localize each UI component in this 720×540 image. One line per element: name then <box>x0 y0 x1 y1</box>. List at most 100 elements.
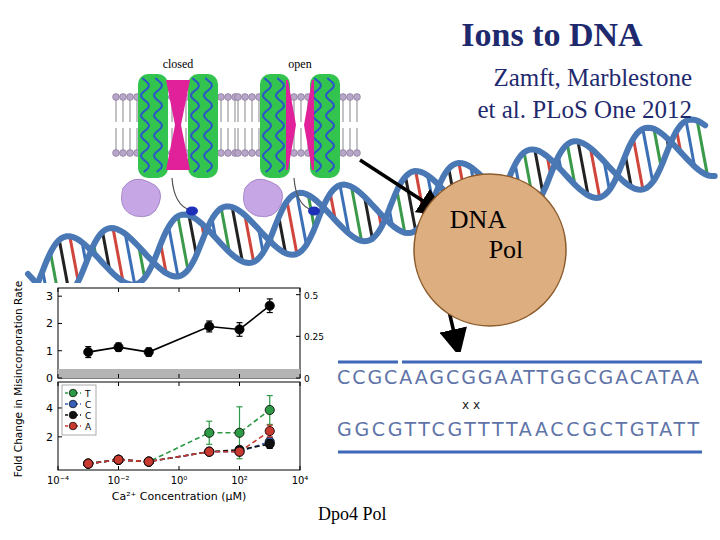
lipid-head <box>235 94 242 101</box>
lipid-head <box>347 94 354 101</box>
lipid-head <box>120 94 127 101</box>
y-tick <box>58 378 62 379</box>
channel-label: open <box>288 57 311 71</box>
y-tick <box>58 323 62 324</box>
data-point <box>144 347 153 356</box>
lipid-head <box>354 94 361 101</box>
x-tick <box>179 466 180 470</box>
background <box>0 0 720 540</box>
data-point <box>114 455 123 464</box>
helix <box>154 78 162 172</box>
data-layer <box>84 299 275 358</box>
y-tick-label: 0 <box>46 372 53 385</box>
axis-break-band <box>58 369 300 378</box>
sensor-domain <box>244 179 283 217</box>
lipid-tail <box>258 128 259 150</box>
y-tick <box>58 350 62 351</box>
x-tick <box>179 374 180 378</box>
base-pair <box>535 150 543 194</box>
error-cap <box>267 424 273 425</box>
channel-subunit <box>138 74 168 178</box>
lipid-tail <box>356 100 357 122</box>
channel-label: closed <box>163 57 194 71</box>
data-point <box>265 426 274 435</box>
x-tick-label: 10⁰ <box>171 475 188 486</box>
y2-tick <box>296 378 300 379</box>
x-tick <box>239 382 240 386</box>
lipid-tail <box>227 100 228 122</box>
lipid-head <box>298 150 305 157</box>
y-tick <box>58 436 62 437</box>
data-point <box>84 459 93 468</box>
lipid-head <box>127 94 134 101</box>
slide-title: Ions to DNA <box>461 16 643 53</box>
lipid-tail <box>342 100 343 122</box>
x-tick-label: 10⁴ <box>292 475 309 486</box>
data-point <box>205 447 214 456</box>
channel-subunit <box>260 74 290 178</box>
plot-frame <box>58 382 300 470</box>
series-line <box>88 444 270 464</box>
legend-box <box>62 385 96 435</box>
x-tick <box>118 466 119 470</box>
dna-backbone <box>32 128 715 295</box>
lipid-head <box>113 94 120 101</box>
lipid-head <box>218 150 225 157</box>
data-point <box>84 347 93 356</box>
legend-marker <box>69 422 77 430</box>
legend-marker <box>69 400 77 408</box>
data-point <box>235 447 244 456</box>
lipid-head <box>242 150 249 157</box>
arrow <box>360 160 440 212</box>
error-cap <box>85 357 91 358</box>
lipid-tail <box>129 128 130 150</box>
enzyme-label: DNA <box>450 205 507 234</box>
lipid-tail <box>234 128 235 150</box>
sequence-background <box>332 352 712 462</box>
lipid-tail <box>122 128 123 150</box>
pore-lining <box>286 80 296 170</box>
lipid-tail <box>185 128 186 150</box>
linker <box>172 178 190 210</box>
error-cap <box>206 421 212 422</box>
strand-backbone <box>338 361 702 364</box>
lipid-head <box>218 94 225 101</box>
chart: 012300.250.5Fold Change in Misincorporat… <box>12 281 324 477</box>
legend-label: C <box>85 400 91 410</box>
y-tick-label: 1 <box>46 345 53 358</box>
data-point <box>144 457 153 466</box>
y2-tick <box>296 336 300 337</box>
lipid-tail <box>136 128 137 150</box>
gate-ball <box>186 207 198 216</box>
x-tick <box>239 374 240 378</box>
lipid-head <box>249 150 256 157</box>
x-tick-label: 10⁻² <box>107 475 129 486</box>
ion-channel: open <box>235 57 361 217</box>
channel-subunit <box>188 74 218 178</box>
helix <box>141 78 149 172</box>
legend-marker <box>69 411 77 419</box>
data-point <box>84 459 93 468</box>
x-tick <box>300 288 301 292</box>
lipid-head <box>291 94 298 101</box>
sensor-domain <box>122 179 161 217</box>
lipid-head <box>235 150 242 157</box>
data-point <box>114 343 123 352</box>
lipid-tail <box>244 100 245 122</box>
enzyme-label: Pol <box>489 235 524 264</box>
legend: TCCA <box>62 385 96 435</box>
helix <box>276 78 284 172</box>
slide: closedopenDNAPolIons to DNAZamft, Marble… <box>0 0 720 540</box>
sequence: CCGCAAGCGGAATTGGCGACATAAx xGGCGTTCGTTTTA… <box>332 352 712 462</box>
lipid-tail <box>115 128 116 150</box>
x-tick <box>58 382 59 386</box>
y-axis-label: Fold Change in Misincorporation Rate <box>12 281 24 477</box>
error-cap <box>267 425 273 426</box>
chart: 10⁻⁴10⁻²10⁰10²10⁴24TCCACa²⁺ Concentratio… <box>46 382 308 503</box>
strand-backbone <box>338 451 702 454</box>
data-point <box>205 447 214 456</box>
plot-frame <box>58 288 300 378</box>
lipid-head <box>249 94 256 101</box>
error-cap <box>237 406 243 407</box>
x-tick <box>239 288 240 292</box>
